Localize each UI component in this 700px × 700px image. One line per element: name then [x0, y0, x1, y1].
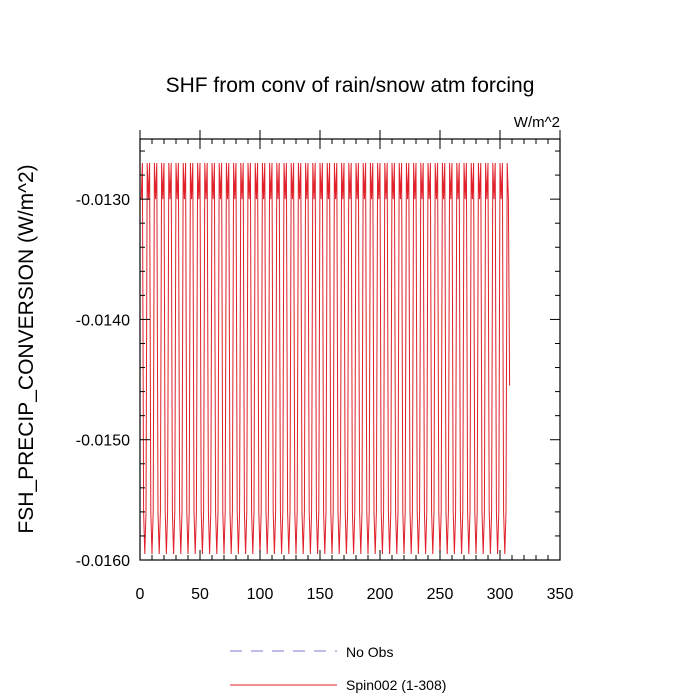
- y-tick-labels: -0.0160 -0.0150 -0.0140 -0.0130: [76, 192, 130, 570]
- series-line-1: [140, 163, 511, 555]
- x-tick-label: 350: [547, 586, 574, 603]
- y-axis-label: FSH_PRECIP_CONVERSION (W/m^2): [15, 164, 38, 533]
- y-tick-label: -0.0160: [76, 553, 130, 570]
- series-group: [140, 163, 511, 555]
- y-tick-label: -0.0140: [76, 312, 130, 329]
- x-tick-label: 200: [367, 586, 394, 603]
- x-tick-label: 50: [191, 586, 209, 603]
- plot-frame: [139, 138, 561, 561]
- x-tick-label: 100: [247, 586, 274, 603]
- chart-title: SHF from conv of rain/snow atm forcing: [166, 74, 535, 97]
- legend: No Obs Spin002 (1-308): [230, 644, 446, 693]
- x-tick-label: 300: [487, 586, 514, 603]
- legend-label-no-obs: No Obs: [346, 644, 393, 660]
- x-tick-labels: 0 50 100 150 200 250 300 350: [136, 586, 574, 603]
- y-tick-label: -0.0150: [76, 433, 130, 450]
- x-tick-label: 0: [136, 586, 145, 603]
- x-tick-label: 250: [427, 586, 454, 603]
- x-tick-label: 150: [307, 586, 334, 603]
- y-ticks: [140, 150, 560, 561]
- y-tick-label: -0.0130: [76, 192, 130, 209]
- units-label: W/m^2: [514, 114, 560, 131]
- legend-label-spin002: Spin002 (1-308): [346, 677, 446, 693]
- x-ticks: [139, 130, 561, 560]
